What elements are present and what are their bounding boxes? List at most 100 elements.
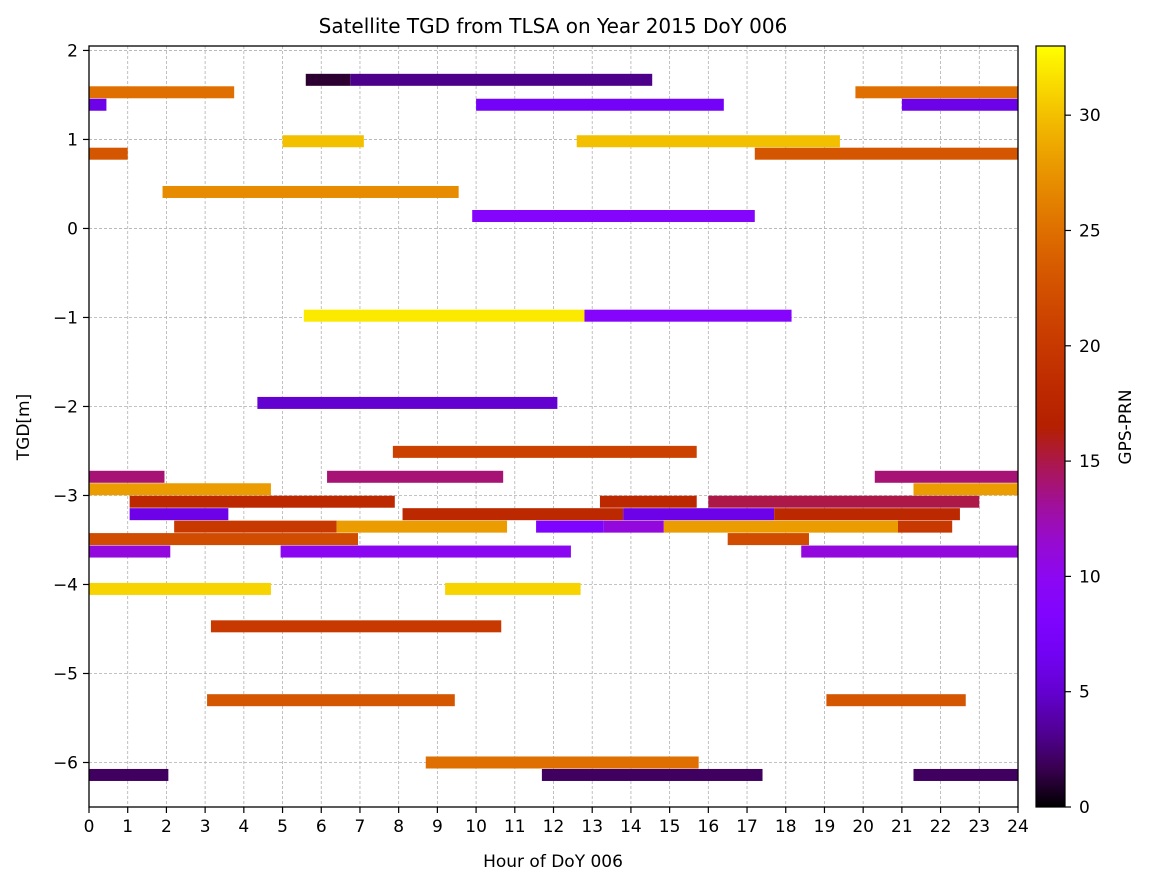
tgd-bar-prn-10: [280, 545, 571, 558]
chart-title: Satellite TGD from TLSA on Year 2015 DoY…: [319, 14, 788, 38]
y-axis-label: TGD[m]: [14, 394, 34, 461]
x-tick-label: 24: [1007, 817, 1029, 837]
tgd-bar-prn-1: [305, 73, 351, 86]
colorbar-label: GPS-PRN: [1116, 389, 1136, 464]
x-axis: 0 1 2 3 4 5 6 7 8 9 10 11 12 13 14 15 16 17 18 19 20 21 22 23 24: [84, 807, 1029, 837]
tgd-bar-prn-11: [603, 520, 664, 533]
tgd-bar-prn-20: [210, 620, 502, 633]
y-tick-label: 0: [67, 219, 78, 239]
x-axis-label: Hour of DoY 006: [483, 852, 623, 872]
y-tick-label: −4: [53, 575, 78, 595]
x-tick-label: 1: [122, 817, 133, 837]
tgd-bar-prn-7: [476, 98, 724, 111]
x-tick-label: 11: [504, 817, 526, 837]
x-tick-label: 4: [238, 817, 249, 837]
x-tick-label: 12: [543, 817, 565, 837]
tgd-bar-prn-5: [257, 396, 558, 409]
x-tick-label: 5: [277, 817, 288, 837]
tgd-bar-prn-3: [350, 73, 653, 86]
colorbar-tick-label: 0: [1079, 798, 1090, 818]
colorbar: 0 5 10 15 20 25 30: [1035, 45, 1101, 818]
colorbar-gradient: [1035, 45, 1066, 808]
x-tick-label: 6: [316, 817, 327, 837]
tgd-bar-prn-30: [576, 135, 840, 148]
tgd-bar-prn-9: [584, 309, 792, 322]
x-tick-label: 0: [84, 817, 95, 837]
tgd-bar-prn-31: [445, 582, 581, 595]
y-tick-label: −2: [53, 397, 78, 417]
x-tick-label: 15: [659, 817, 681, 837]
tgd-bar-prn-23: [89, 147, 128, 160]
tgd-bar-prn-32: [303, 309, 585, 322]
tgd-bar-prn-27: [162, 185, 459, 198]
tgd-bar-prn-11: [89, 545, 171, 558]
tgd-bar-prn-14: [327, 470, 504, 483]
colorbar-tick-label: 10: [1079, 567, 1101, 587]
tgd-bar-prn-9: [472, 210, 755, 223]
tgd-bar-prn-28: [913, 483, 1018, 496]
tgd-bar-prn-22: [727, 533, 809, 546]
x-tick-label: 16: [698, 817, 720, 837]
tgd-bar-prn-25: [855, 86, 1018, 99]
tgd-bar-prn-2: [541, 768, 763, 781]
tgd-bar-prn-25: [425, 756, 699, 769]
tgd-bars: [89, 73, 1018, 781]
tgd-bar-prn-23: [207, 694, 455, 707]
x-tick-label: 10: [465, 817, 487, 837]
tgd-bar-prn-15: [708, 495, 980, 508]
tgd-bar-prn-21: [392, 445, 697, 458]
tgd-bar-prn-14: [89, 470, 165, 483]
tgd-bar-prn-22: [89, 533, 359, 546]
y-tick-label: −3: [53, 486, 78, 506]
colorbar-tick-label: 5: [1079, 683, 1090, 703]
y-tick-label: −6: [53, 753, 78, 773]
tgd-bar-prn-18: [599, 495, 697, 508]
colorbar-tick-label: 25: [1079, 221, 1101, 241]
x-tick-label: 9: [432, 817, 443, 837]
tgd-bar-prn-6: [623, 508, 775, 521]
tgd-bar-prn-28: [89, 483, 271, 496]
tgd-bar-prn-18: [402, 508, 624, 521]
y-tick-label: −1: [53, 308, 78, 328]
y-tick-label: 2: [67, 41, 78, 61]
x-tick-label: 21: [891, 817, 913, 837]
y-tick-label: −5: [53, 664, 78, 684]
x-tick-label: 8: [393, 817, 404, 837]
x-tick-label: 7: [355, 817, 366, 837]
y-axis: −6 −5 −4 −3 −2 −1 0 1 2: [53, 41, 89, 773]
x-tick-label: 18: [775, 817, 797, 837]
colorbar-tick-label: 20: [1079, 337, 1101, 357]
x-tick-label: 2: [161, 817, 172, 837]
tgd-bar-prn-18: [774, 508, 960, 521]
x-tick-label: 19: [814, 817, 836, 837]
tgd-bar-prn-23: [826, 694, 966, 707]
tgd-bar-prn-6: [901, 98, 1018, 111]
grid-layer: [88, 46, 1019, 807]
tgd-bar-prn-2: [89, 768, 169, 781]
x-tick-label: 20: [852, 817, 874, 837]
x-tick-label: 14: [620, 817, 642, 837]
tgd-bar-prn-31: [89, 582, 271, 595]
x-tick-label: 23: [968, 817, 990, 837]
tgd-bar-prn-28: [663, 520, 899, 533]
tgd-bar-prn-30: [282, 135, 364, 148]
tgd-bar-prn-28: [336, 520, 508, 533]
tgd-bar-prn-11: [801, 545, 1018, 558]
x-tick-label: 3: [200, 817, 211, 837]
tgd-bar-prn-8: [536, 520, 604, 533]
x-tick-label: 13: [581, 817, 603, 837]
tgd-bar-prn-20: [898, 520, 953, 533]
tgd-bar-prn-18: [129, 495, 395, 508]
tgd-bar-prn-2: [913, 768, 1018, 781]
y-tick-label: 1: [67, 130, 78, 150]
x-tick-label: 22: [930, 817, 952, 837]
tgd-bar-prn-6: [89, 98, 107, 111]
tgd-bar-prn-6: [129, 508, 229, 521]
tgd-bar-prn-23: [754, 147, 1018, 160]
colorbar-tick-label: 15: [1079, 452, 1101, 472]
x-tick-label: 17: [736, 817, 758, 837]
tgd-bar-prn-14: [874, 470, 1018, 483]
tgd-bar-prn-20: [174, 520, 337, 533]
